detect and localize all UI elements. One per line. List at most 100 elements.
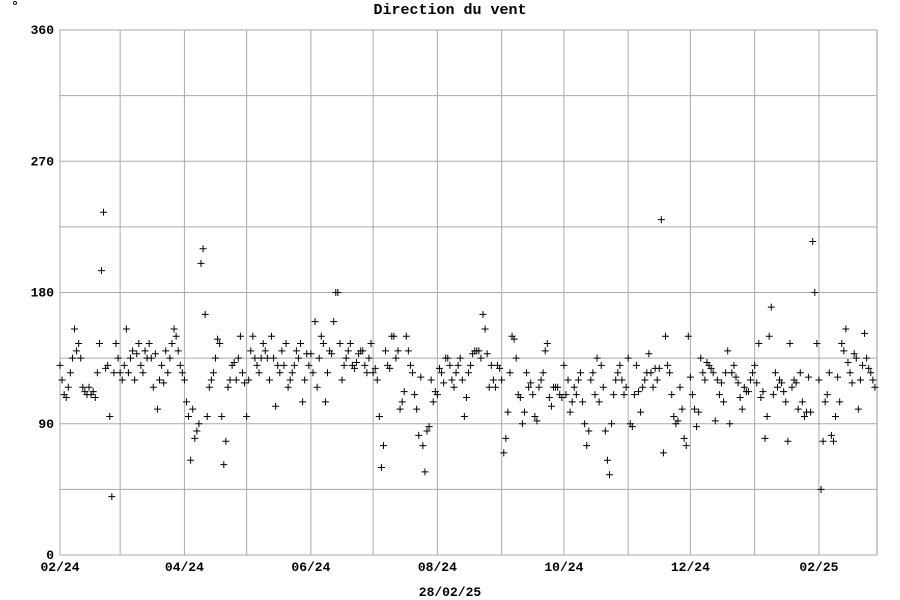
point	[394, 347, 402, 355]
point	[564, 376, 572, 384]
point	[265, 376, 273, 384]
point	[398, 398, 406, 406]
point	[133, 350, 141, 358]
point	[576, 369, 584, 377]
x-tick-label: 02/25	[799, 560, 838, 575]
point	[732, 373, 740, 381]
point	[377, 464, 385, 471]
point	[593, 354, 601, 362]
point	[498, 376, 506, 384]
point	[734, 379, 742, 387]
point	[396, 405, 404, 413]
point	[630, 391, 638, 399]
point	[185, 412, 193, 420]
point	[406, 361, 414, 369]
point	[805, 373, 813, 381]
point	[657, 216, 665, 224]
point	[778, 379, 786, 387]
point	[236, 332, 244, 340]
point	[761, 434, 769, 442]
point	[481, 325, 489, 333]
point	[226, 376, 234, 384]
point	[707, 364, 715, 372]
point	[338, 376, 346, 384]
point	[189, 405, 197, 413]
point	[773, 383, 781, 391]
point	[591, 391, 599, 399]
point	[510, 335, 518, 343]
point	[794, 405, 802, 413]
point	[821, 398, 829, 406]
point	[309, 369, 317, 377]
point	[512, 354, 520, 362]
point	[620, 391, 628, 399]
point	[782, 398, 790, 406]
point	[89, 388, 97, 396]
x-tick-label: 12/24	[671, 560, 710, 575]
point	[141, 347, 149, 355]
point	[421, 468, 429, 476]
point	[151, 350, 159, 358]
point	[404, 347, 412, 355]
point	[278, 347, 286, 355]
point	[243, 412, 251, 420]
point	[558, 394, 566, 401]
point	[780, 388, 788, 396]
point	[149, 383, 157, 391]
point	[726, 420, 734, 428]
point	[353, 359, 361, 366]
point	[160, 379, 168, 387]
point	[784, 437, 792, 445]
point	[844, 359, 852, 366]
point	[214, 335, 222, 343]
point	[579, 398, 587, 406]
point	[199, 245, 207, 253]
point	[815, 376, 823, 384]
y-tick-label: 0	[46, 548, 54, 563]
point	[402, 332, 410, 340]
point	[97, 267, 105, 275]
point	[796, 369, 804, 377]
point	[222, 437, 230, 445]
point	[496, 364, 504, 372]
point	[284, 383, 292, 391]
point	[639, 383, 647, 391]
point	[676, 383, 684, 391]
point	[344, 347, 352, 355]
point	[711, 417, 719, 425]
point	[788, 383, 796, 391]
point	[485, 383, 493, 391]
point	[158, 361, 166, 369]
point	[759, 388, 767, 396]
point	[423, 427, 431, 435]
chart-title: Direction du vent	[373, 2, 526, 19]
point	[429, 398, 437, 406]
point	[608, 420, 616, 428]
point	[624, 354, 632, 362]
point	[216, 340, 224, 348]
point	[585, 427, 593, 435]
point	[686, 373, 694, 381]
point	[747, 376, 755, 384]
point	[597, 361, 605, 369]
point	[566, 408, 574, 416]
point	[688, 391, 696, 399]
point	[272, 402, 280, 410]
point	[834, 373, 842, 381]
point	[305, 361, 313, 369]
point	[649, 383, 657, 391]
point	[807, 408, 815, 416]
point	[220, 461, 228, 469]
point	[751, 361, 759, 369]
point	[297, 340, 305, 348]
point	[263, 354, 271, 362]
point	[460, 412, 468, 420]
point	[869, 376, 877, 384]
point	[786, 340, 794, 348]
point	[763, 412, 771, 420]
point	[720, 398, 728, 406]
point	[709, 369, 717, 377]
point	[666, 369, 674, 377]
point	[342, 354, 350, 362]
point	[170, 325, 178, 333]
